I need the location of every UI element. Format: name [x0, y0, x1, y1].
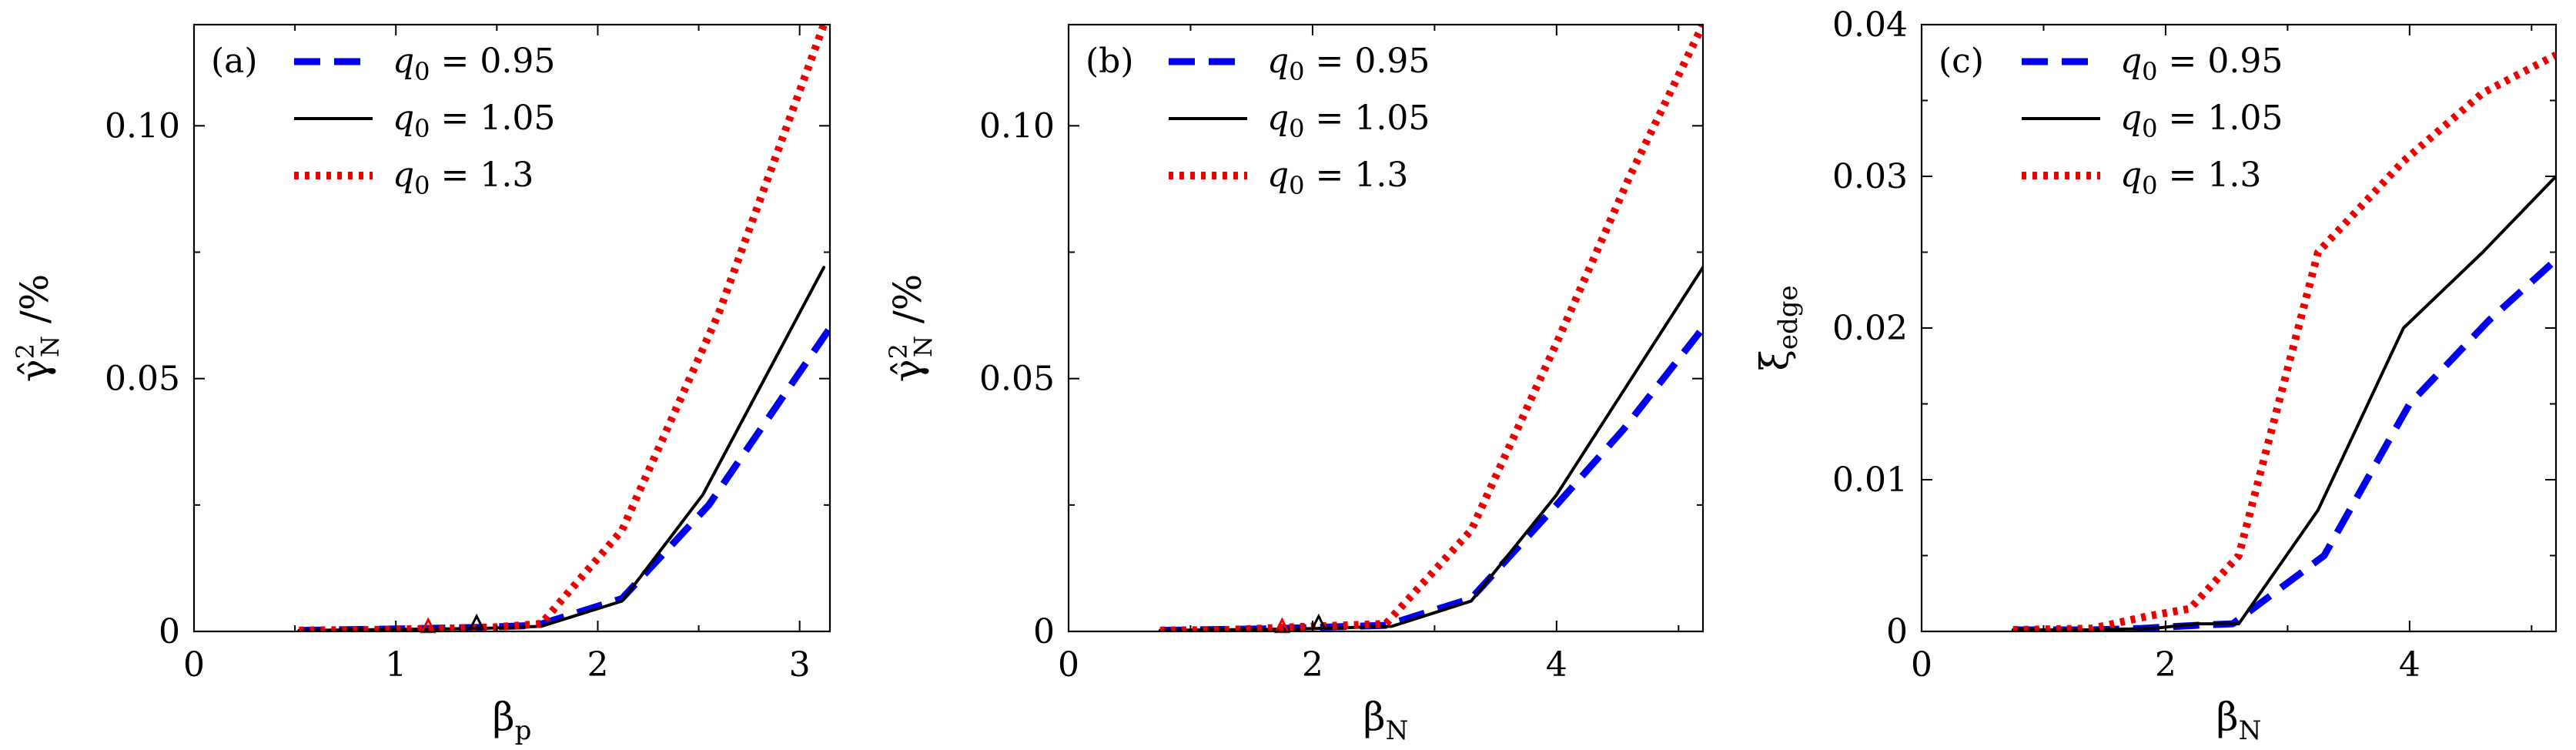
legend-entry: q0 = 0.95: [1267, 42, 1430, 86]
series-line-2: [1158, 266, 1703, 631]
plot-frame: [1067, 23, 1705, 633]
x-tick-label: 2: [587, 645, 608, 685]
series-line-3: [2012, 51, 2556, 631]
x-axis-label: βN: [2216, 695, 2262, 746]
y-axis-label: γ̂2N /%: [884, 274, 938, 383]
y-tick-label: 0: [1886, 612, 1908, 651]
plot-frame: [192, 23, 831, 633]
x-tick-label: 0: [1058, 645, 1079, 685]
series-line-1: [299, 326, 830, 631]
legend-entry: q0 = 0.95: [393, 42, 555, 86]
chart-panel-3: 0 2 4 0 0.01 0.02 0.03 0.04 (c) q0 = 0.95 q0 = 1.0…: [1752, 5, 2558, 746]
y-tick-label: 0.01: [1832, 460, 1908, 500]
y-tick-label: 0.04: [1832, 5, 1908, 45]
x-tick-label: 1: [385, 645, 406, 685]
y-axis-label: γ̂2N /%: [11, 274, 65, 383]
x-tick-label: 0: [1911, 645, 1932, 685]
legend-entry: q0 = 1.05: [2120, 99, 2283, 143]
y-tick-label: 0.05: [979, 360, 1055, 399]
legend-entry: q0 = 1.3: [1267, 156, 1408, 200]
x-tick-label: 0: [183, 645, 205, 685]
series-line-3: [1159, 25, 1703, 631]
x-axis-label: βp: [493, 695, 532, 746]
x-tick-label: 4: [2399, 645, 2420, 685]
series-line-3: [299, 25, 828, 631]
series-line-2: [2011, 175, 2556, 631]
series-line-1: [1159, 326, 1703, 631]
x-tick-label: 3: [789, 645, 811, 685]
x-tick-label: 2: [2155, 645, 2176, 685]
legend-entry: q0 = 1.05: [1267, 99, 1430, 143]
legend-entry: q0 = 1.3: [393, 156, 534, 200]
y-tick-label: 0.03: [1832, 157, 1908, 196]
data-marker-2: [1310, 613, 1327, 630]
data-marker-2: [468, 613, 485, 630]
chart-panel-1: 0 1 2 3 0 0.05 0.10 (a) q0 = 0.95 q0 = 1.05 q0 = 1…: [11, 23, 831, 746]
panel-label: (a): [211, 42, 258, 81]
chart-panel-2: 0 2 4 0 0.05 0.10 (b) q0 = 0.95 q0 = 1.05 q0 = 1.…: [884, 23, 1705, 746]
y-axis-label: ξedge: [1752, 285, 1804, 370]
panel-label: (c): [1939, 42, 1984, 81]
series-line-1: [2012, 256, 2556, 631]
x-tick-label: 2: [1302, 645, 1323, 685]
legend-entry: q0 = 1.3: [2120, 156, 2261, 200]
y-tick-label: 0: [159, 612, 180, 651]
x-axis-label: βN: [1363, 695, 1409, 746]
y-tick-label: 0: [1033, 612, 1055, 651]
y-tick-label: 0.05: [105, 360, 180, 399]
legend-entry: q0 = 1.05: [393, 99, 555, 143]
y-tick-label: 0.10: [979, 106, 1055, 146]
legend-entry: q0 = 0.95: [2120, 42, 2283, 86]
panel-label: (b): [1086, 42, 1134, 81]
x-tick-label: 4: [1546, 645, 1567, 685]
y-tick-label: 0.10: [105, 106, 180, 146]
y-tick-label: 0.02: [1832, 309, 1908, 348]
